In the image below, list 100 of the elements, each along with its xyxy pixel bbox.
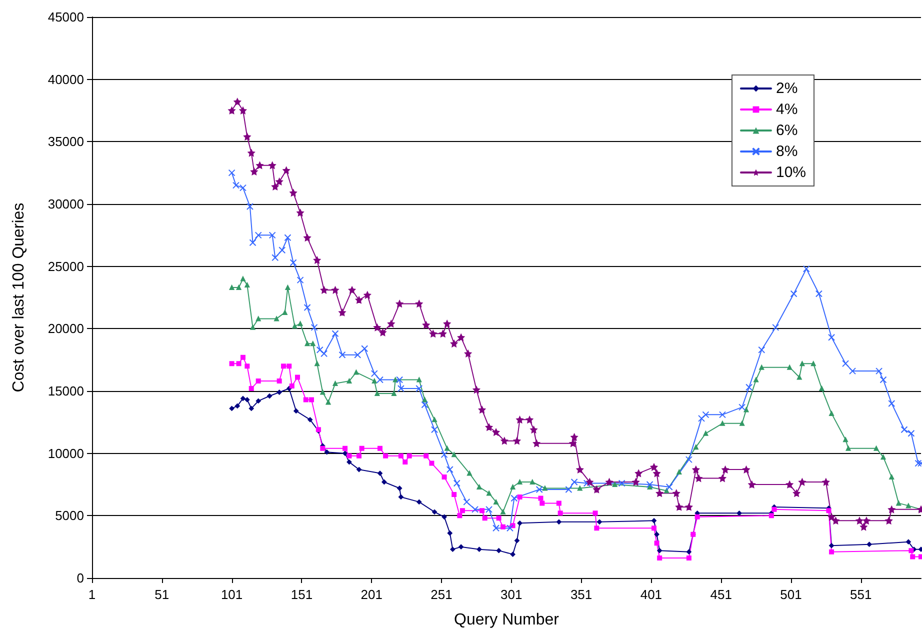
x-tick-label: 101 [220,587,243,602]
point [517,520,522,526]
y-tick-label: 5000 [55,508,84,524]
point [826,508,832,514]
point [447,530,452,536]
point [594,526,600,531]
y-axis-title: Cost over last 100 Queries [10,202,28,392]
y-tick-label: 40000 [48,72,84,87]
point [303,397,308,402]
point [500,524,506,530]
point [651,526,656,531]
x-tick-label: 301 [500,587,522,602]
x-tick-label: 401 [640,587,662,602]
legend-label: 10% [776,164,806,181]
point [382,480,387,485]
legend-label: 6% [776,122,798,139]
point [402,460,408,465]
y-tick-label: 15000 [48,384,84,398]
point [377,446,382,451]
point [432,509,438,514]
point [458,544,464,550]
x-axis-title: Query Number [454,612,560,628]
point [398,453,404,458]
point [592,510,598,516]
point [654,532,660,537]
point [686,556,692,561]
point [429,460,434,466]
x-tick-label: 51 [154,587,170,602]
point [248,386,254,392]
y-tick-label: 25000 [48,258,84,274]
point [236,361,242,366]
point [398,494,404,500]
point [736,510,742,516]
point [829,543,834,548]
x-tick-label: 551 [850,587,872,602]
point [356,453,362,458]
x-tick-label: 201 [360,587,382,602]
point [442,474,447,480]
point [457,513,462,518]
point [657,556,662,561]
y-tick-label: 0 [76,570,84,586]
point [480,508,485,514]
y-tick-label: 30000 [48,196,84,212]
point [342,446,348,451]
point [866,542,872,547]
point [286,386,292,392]
point [244,364,250,369]
point [556,500,562,506]
point [517,494,522,500]
point [651,518,656,524]
point [514,538,520,544]
point [276,390,282,395]
point [416,499,422,504]
point [356,467,362,472]
point [829,549,834,554]
point [556,519,562,524]
x-tick-label: 351 [570,587,592,602]
point [406,453,412,458]
point [768,513,774,518]
point [240,396,246,401]
legend-label: 4% [776,101,798,118]
point [377,470,382,476]
point [538,496,544,501]
point [482,516,488,521]
y-tick-label: 35000 [48,134,84,150]
point [450,546,456,552]
point [452,492,457,497]
point [308,417,313,422]
point [442,514,447,520]
point [320,446,326,451]
point [229,361,234,366]
point [281,364,286,369]
legend-label: 8% [776,143,798,160]
point [496,548,502,554]
point [276,378,282,384]
y-tick-label: 10000 [48,446,84,461]
point [346,453,352,458]
point [686,549,692,554]
point [383,453,388,458]
point [359,446,364,451]
point [346,460,352,465]
point [324,450,330,455]
x-tick-label: 451 [710,587,732,602]
point [558,510,563,516]
point [694,514,700,520]
y-tick-label: 45000 [48,10,84,24]
point [496,516,502,521]
point [657,548,662,554]
point [908,548,914,554]
point [234,403,240,408]
point [286,364,292,369]
point [256,398,261,404]
point [596,519,602,524]
legend-label: 2% [776,80,798,97]
point [289,384,294,389]
point [654,540,660,546]
point [248,406,254,411]
x-tick-label: 151 [290,587,313,602]
point [229,406,234,411]
point [510,552,516,557]
